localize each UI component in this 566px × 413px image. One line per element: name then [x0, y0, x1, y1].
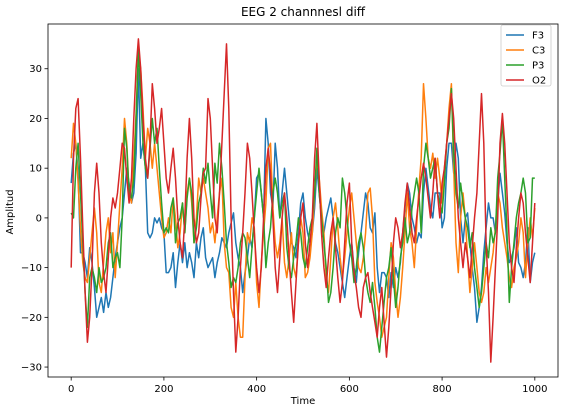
series-line-f3 — [70, 67, 536, 324]
series-line-c3 — [70, 53, 536, 338]
y-tick-label: −20 — [21, 313, 42, 324]
y-tick-label: −10 — [21, 263, 42, 274]
legend-label: O2 — [532, 76, 546, 87]
y-axis-label: Amplitud — [5, 189, 16, 234]
x-tick-label: 400 — [247, 384, 266, 395]
legend-box — [500, 24, 552, 87]
y-tick-label: 30 — [29, 64, 42, 75]
series-line-o2 — [70, 38, 536, 363]
legend: F3 C3 P3 O2 — [500, 24, 552, 87]
x-tick-label: 600 — [340, 384, 359, 395]
y-tick-label: 0 — [36, 213, 42, 224]
plot-area-frame — [47, 23, 559, 378]
x-tick-label: 800 — [433, 384, 452, 395]
series-lines — [70, 38, 536, 363]
x-tick-label: 200 — [154, 384, 173, 395]
legend-label: C3 — [532, 46, 545, 57]
x-tick-label: 1000 — [522, 384, 547, 395]
chart-title: EEG 2 channnesl diff — [241, 5, 366, 19]
x-tick-label: 0 — [68, 384, 74, 395]
legend-label: P3 — [532, 61, 544, 72]
y-axis-ticks: −30 −20 −10 0 10 20 30 — [21, 64, 48, 374]
y-tick-label: 20 — [29, 114, 42, 125]
legend-entry-f3: F3 — [506, 31, 544, 42]
y-tick-label: −30 — [21, 363, 42, 374]
x-axis-label: Time — [290, 396, 315, 407]
x-axis-ticks: 0 200 400 600 800 1000 — [68, 377, 548, 395]
legend-entry-c3: C3 — [506, 46, 545, 57]
legend-entry-o2: O2 — [506, 76, 546, 87]
legend-label: F3 — [532, 31, 544, 42]
y-tick-label: 10 — [29, 164, 42, 175]
legend-entry-p3: P3 — [506, 61, 544, 72]
